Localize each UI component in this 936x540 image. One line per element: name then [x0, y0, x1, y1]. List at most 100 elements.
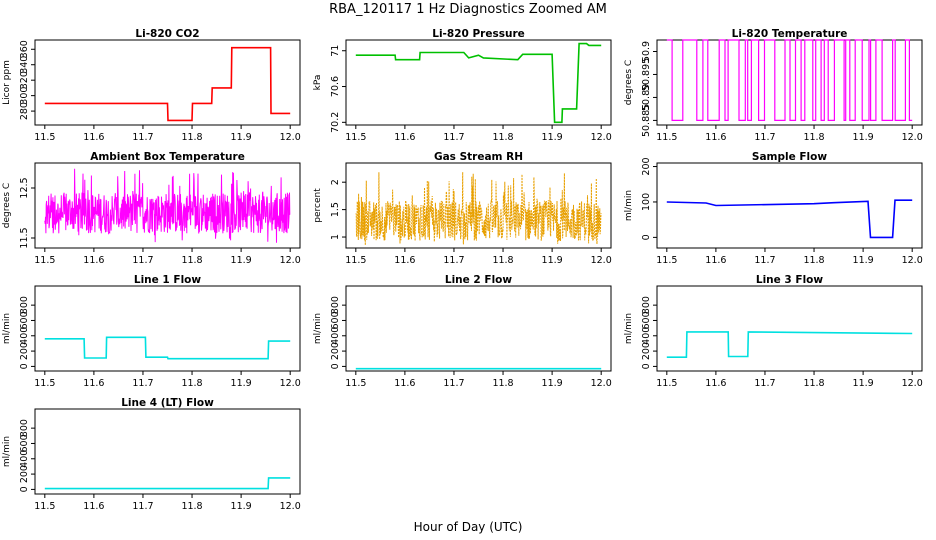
x-tick-label: 11.5	[34, 132, 55, 143]
x-tick-label: 11.6	[705, 378, 726, 389]
panel-title: Li-820 Pressure	[432, 28, 525, 40]
panel-10: Line 4 (LT) Flow ml/min 11.5 11.6 11.7 11.8 11…	[2, 397, 301, 512]
x-tick-label: 12.0	[280, 378, 301, 389]
x-tick-label: 12.0	[280, 501, 301, 512]
x-tick-label: 11.9	[231, 378, 252, 389]
x-tick-label: 11.7	[132, 501, 153, 512]
plot-frame	[34, 162, 301, 249]
series-line	[355, 42, 602, 124]
panel-title: Sample Flow	[752, 151, 827, 163]
x-tick-label: 11.7	[132, 378, 153, 389]
y-tick-label: 0	[19, 363, 30, 369]
x-tick-label: 11.5	[656, 378, 677, 389]
x-tick-label: 11.8	[803, 378, 824, 389]
y-tick-label: 400	[19, 450, 30, 468]
panel-3: Li-820 Temperature degrees C 11.5 11.6 11.7 1…	[624, 28, 923, 143]
plot-frame	[34, 285, 301, 372]
figure-x-axis-label: Hour of Day (UTC)	[414, 520, 523, 534]
x-tick-label: 11.5	[345, 378, 366, 389]
plot-frame	[345, 162, 612, 249]
plot-frame	[34, 39, 301, 126]
y-axis-label: ml/min	[624, 190, 634, 221]
x-tick-label: 11.6	[83, 501, 104, 512]
x-tick-label: 11.9	[231, 132, 252, 143]
y-tick-label: 50.89	[641, 84, 652, 111]
x-tick-label: 11.9	[542, 378, 563, 389]
figure-title: RBA_120117 1 Hz Diagnostics Zoomed AM	[329, 2, 607, 17]
y-tick-label: 2	[330, 179, 341, 185]
series-line	[355, 172, 602, 246]
y-axis-label: ml/min	[2, 436, 12, 467]
y-tick-label: 0	[330, 363, 341, 369]
x-tick-label: 11.6	[394, 132, 415, 143]
x-tick-label: 11.5	[656, 255, 677, 266]
y-tick-label: 800	[19, 296, 30, 314]
y-axis-label: ml/min	[2, 313, 12, 344]
x-tick-label: 11.9	[542, 132, 563, 143]
x-tick-label: 11.8	[492, 255, 513, 266]
x-tick-label: 11.8	[181, 501, 202, 512]
x-tick-label: 11.6	[394, 255, 415, 266]
x-tick-label: 11.6	[394, 378, 415, 389]
y-tick-label: 200	[19, 342, 30, 360]
y-tick-label: 70.6	[330, 76, 341, 97]
y-axis-label: degrees C	[2, 183, 12, 228]
y-axis-label: degrees C	[624, 60, 634, 105]
y-axis-label: kPa	[313, 75, 323, 91]
y-tick-label: 1.5	[330, 202, 341, 217]
x-tick-label: 12.0	[902, 132, 923, 143]
x-tick-label: 11.6	[83, 378, 104, 389]
y-tick-label: 50.9	[641, 41, 652, 62]
x-tick-label: 11.6	[83, 132, 104, 143]
x-tick-label: 11.7	[754, 378, 775, 389]
series-line	[44, 336, 291, 360]
x-tick-label: 11.9	[853, 378, 874, 389]
x-tick-label: 11.9	[542, 255, 563, 266]
plot-frame	[656, 162, 923, 249]
x-tick-label: 11.8	[492, 132, 513, 143]
x-tick-label: 11.9	[231, 501, 252, 512]
y-tick-label: 300	[19, 87, 30, 105]
panel-8: Line 2 Flow ml/min 11.5 11.6 11.7 11.8 11.9 12.…	[313, 274, 612, 389]
series-line	[666, 39, 913, 121]
y-tick-label: 600	[641, 311, 652, 329]
x-tick-label: 12.0	[902, 255, 923, 266]
x-tick-label: 11.7	[754, 132, 775, 143]
panel-9: Line 3 Flow ml/min 11.5 11.6 11.7 11.8 11.9 12.…	[624, 274, 923, 389]
x-tick-label: 11.6	[705, 255, 726, 266]
x-tick-label: 11.8	[492, 378, 513, 389]
y-tick-label: 600	[19, 311, 30, 329]
y-tick-label: 600	[19, 434, 30, 452]
x-tick-label: 11.7	[132, 132, 153, 143]
x-tick-label: 12.0	[591, 378, 612, 389]
x-tick-label: 11.7	[443, 255, 464, 266]
x-tick-label: 11.8	[181, 132, 202, 143]
plot-frame	[656, 285, 923, 372]
y-tick-label: 200	[641, 342, 652, 360]
y-axis-label: ml/min	[624, 313, 634, 344]
panel-title: Line 2 Flow	[445, 274, 512, 286]
y-axis-label: ml/min	[313, 313, 323, 344]
y-tick-label: 100	[641, 193, 652, 211]
panel-title: Line 4 (LT) Flow	[121, 397, 214, 409]
y-axis-label: percent	[313, 188, 323, 223]
y-tick-label: 320	[19, 71, 30, 89]
x-tick-label: 11.5	[656, 132, 677, 143]
y-tick-label: 800	[330, 296, 341, 314]
x-tick-label: 12.0	[591, 132, 612, 143]
x-tick-label: 11.8	[181, 378, 202, 389]
series-line	[666, 331, 913, 358]
series-line	[44, 46, 291, 122]
panel-title: Line 3 Flow	[756, 274, 823, 286]
x-tick-label: 11.7	[443, 132, 464, 143]
x-tick-label: 11.5	[34, 378, 55, 389]
x-tick-label: 11.8	[181, 255, 202, 266]
y-tick-label: 200	[641, 157, 652, 175]
y-tick-label: 0	[641, 234, 652, 240]
y-tick-label: 200	[19, 465, 30, 483]
y-tick-label: 0	[641, 363, 652, 369]
series-line	[666, 199, 913, 239]
